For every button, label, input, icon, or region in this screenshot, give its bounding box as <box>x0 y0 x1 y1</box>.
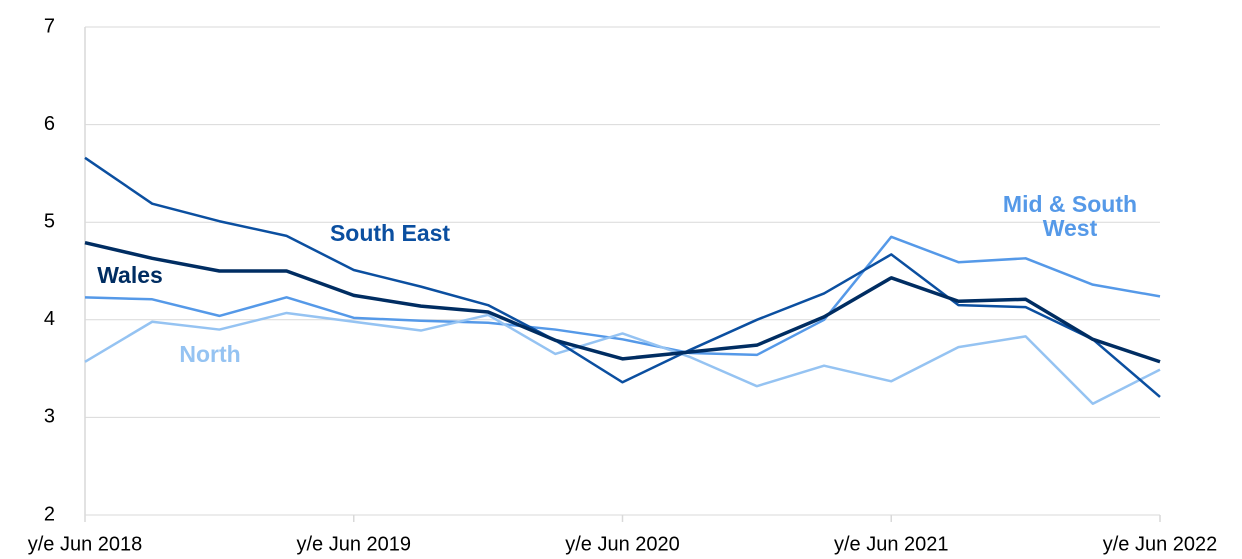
x-tick-label: y/e Jun 2022 <box>1103 533 1218 555</box>
series-label: South East <box>330 220 450 246</box>
y-tick-label: 5 <box>44 210 55 232</box>
series-label: Mid & South West <box>1002 191 1138 241</box>
y-tick-label: 3 <box>44 406 55 428</box>
y-tick-label: 6 <box>44 113 55 135</box>
series-line <box>84 235 1161 357</box>
series-label: North <box>179 341 240 367</box>
y-tick-label: 4 <box>44 308 55 330</box>
y-tick-label: 2 <box>44 503 55 525</box>
series-label: Wales <box>97 262 163 288</box>
x-tick-label: y/e Jun 2021 <box>834 533 949 555</box>
x-tick-label: y/e Jun 2018 <box>28 533 143 555</box>
series-line <box>84 156 1161 398</box>
x-tick-label: y/e Jun 2019 <box>296 533 411 555</box>
series-line <box>84 240 1161 364</box>
series-line <box>84 311 1161 405</box>
y-tick-label: 7 <box>44 15 55 37</box>
x-tick-label: y/e Jun 2020 <box>565 533 680 555</box>
